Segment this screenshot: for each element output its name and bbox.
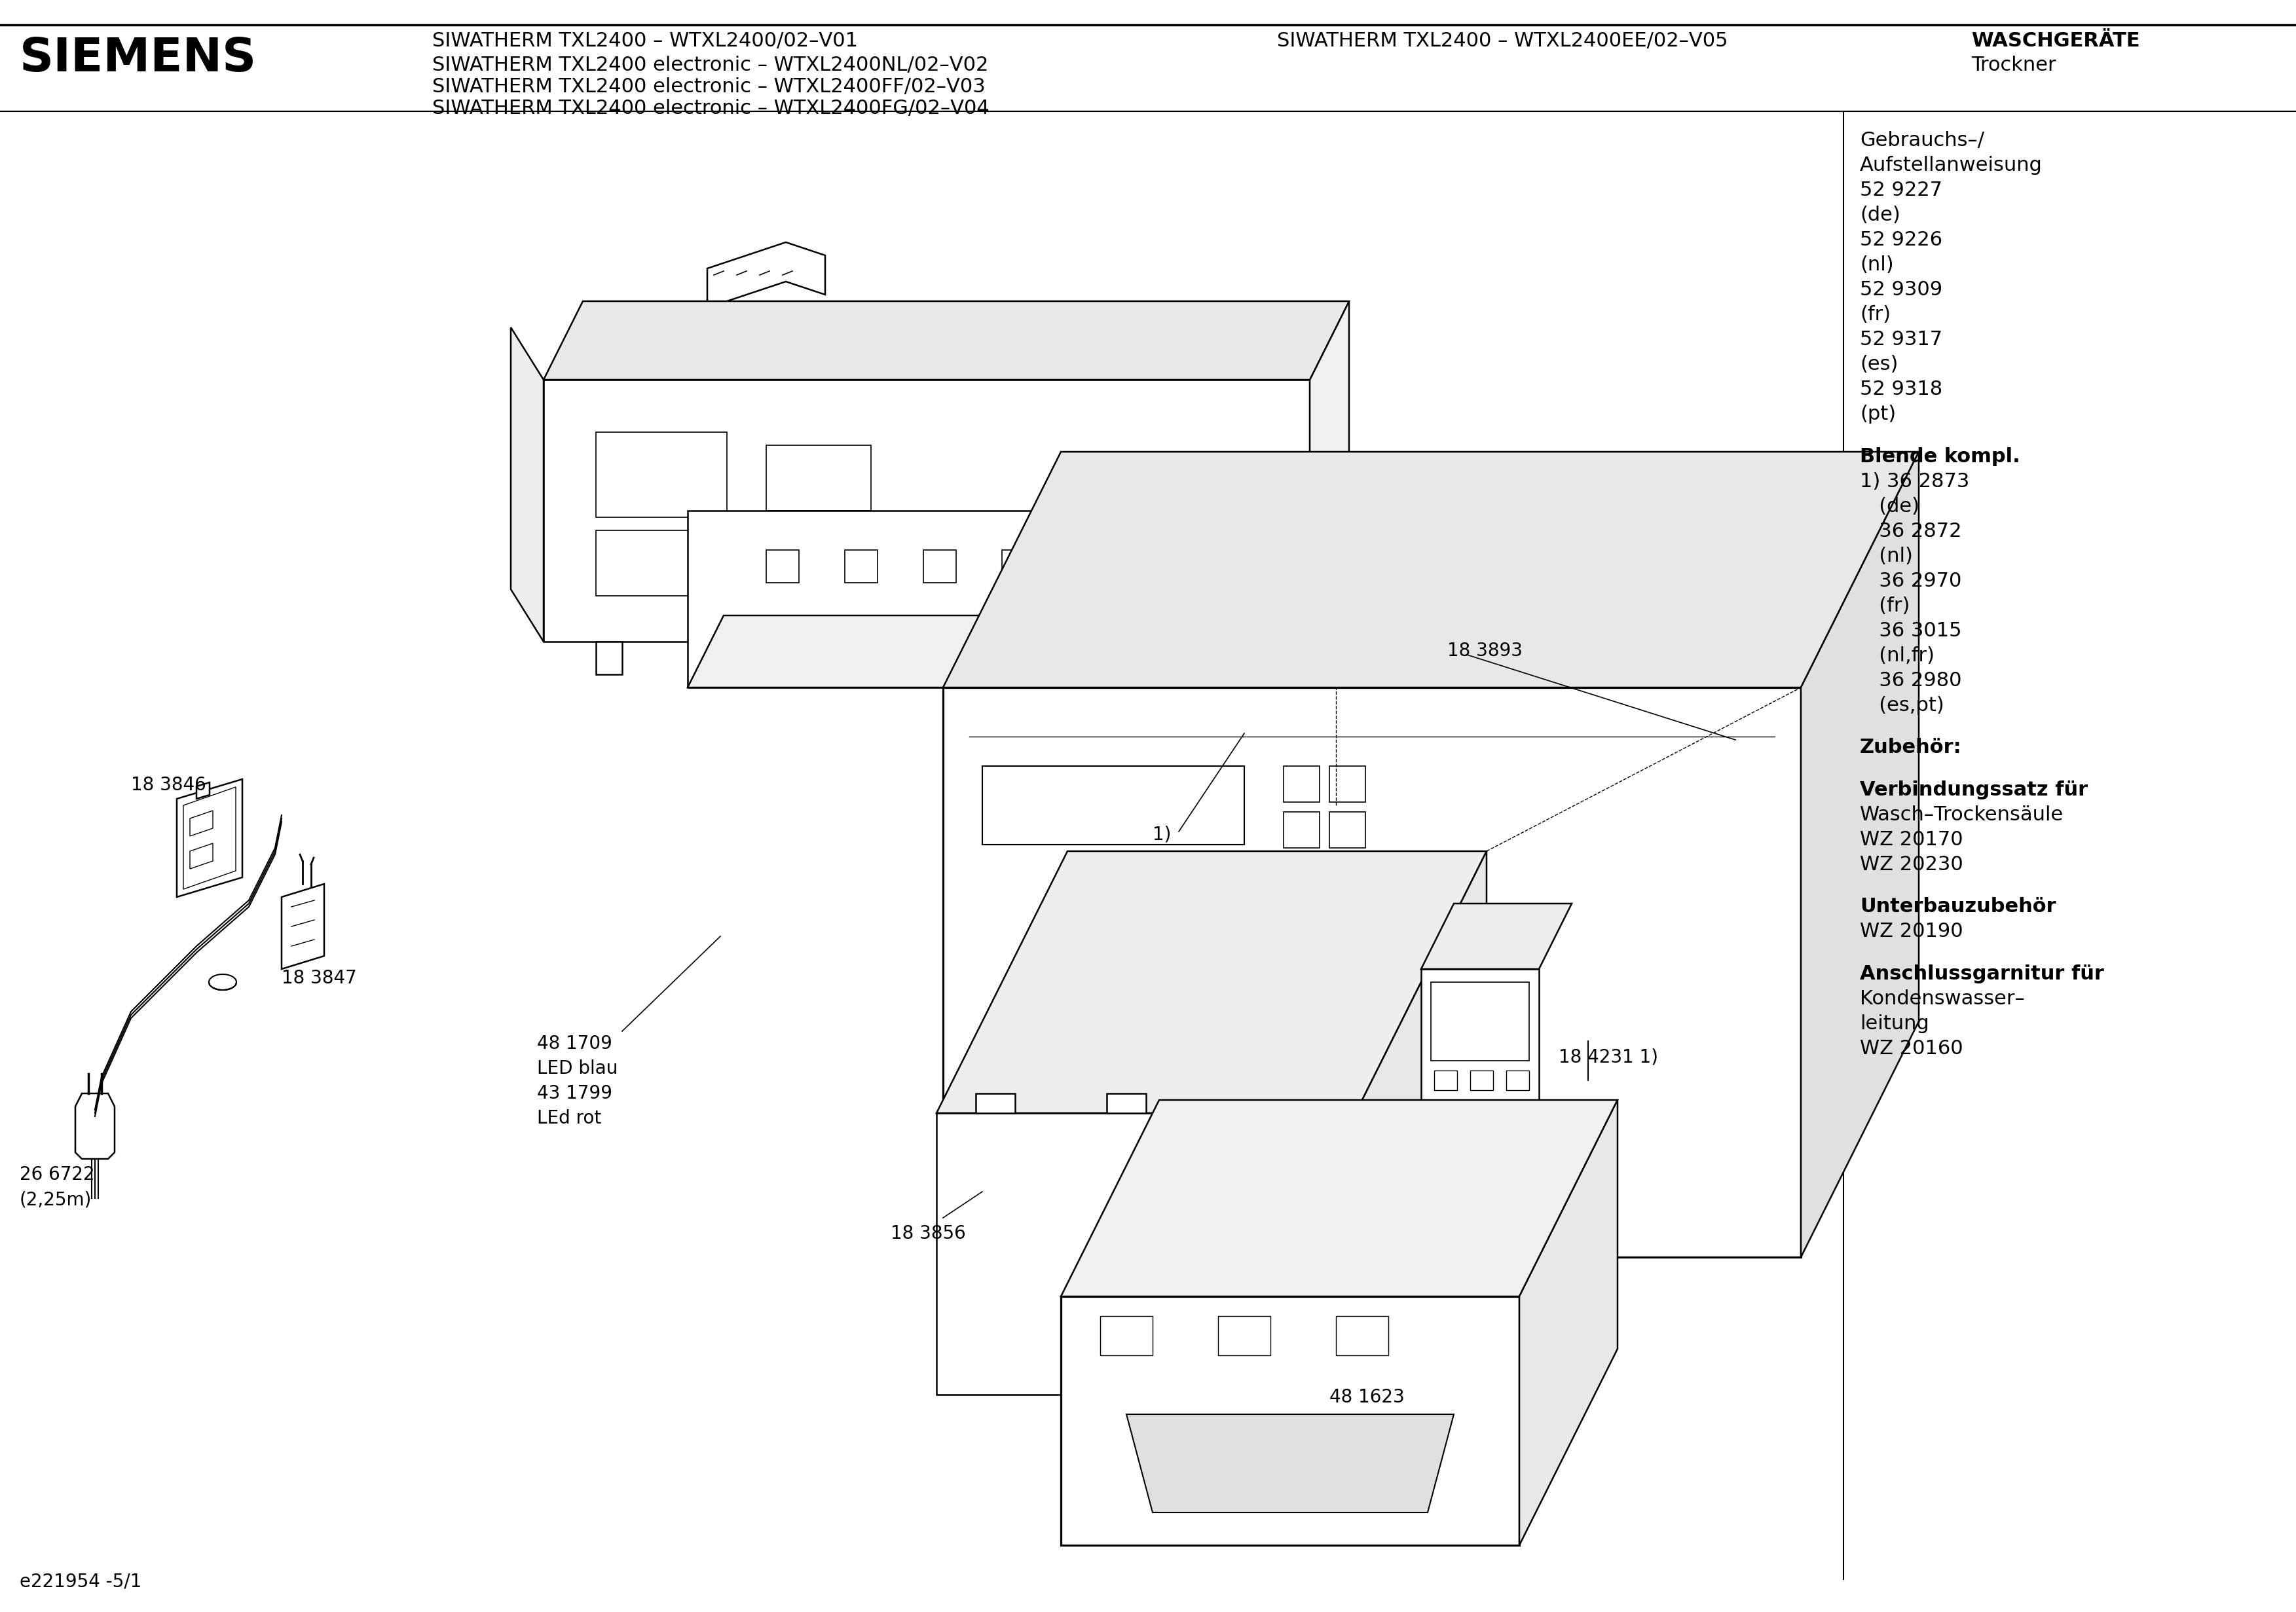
Text: WASCHGERÄTE: WASCHGERÄTE — [1972, 31, 2140, 50]
Polygon shape — [1297, 635, 1375, 654]
Text: (2,25m): (2,25m) — [21, 1190, 92, 1209]
Polygon shape — [976, 1093, 1015, 1112]
Polygon shape — [944, 687, 1800, 1257]
Polygon shape — [944, 451, 1919, 687]
Polygon shape — [282, 883, 324, 969]
Text: SIWATHERM TXL2400 – WTXL2400EE/02–V05: SIWATHERM TXL2400 – WTXL2400EE/02–V05 — [1277, 31, 1729, 50]
Text: Aufstellanweisung: Aufstellanweisung — [1860, 156, 2043, 174]
Polygon shape — [1355, 851, 1486, 1394]
Polygon shape — [937, 1112, 1355, 1394]
Polygon shape — [197, 782, 209, 800]
Polygon shape — [510, 327, 544, 642]
Polygon shape — [687, 511, 1343, 687]
Text: Anschlussgarnitur für: Anschlussgarnitur für — [1860, 964, 2103, 983]
Polygon shape — [544, 301, 1350, 380]
Text: (nl): (nl) — [1860, 546, 1913, 566]
Text: 52 9227: 52 9227 — [1860, 181, 1942, 200]
Text: 36 3015: 36 3015 — [1860, 621, 1961, 640]
Circle shape — [1522, 1025, 1596, 1096]
Polygon shape — [1120, 642, 1146, 674]
Text: (de): (de) — [1860, 496, 1919, 516]
Polygon shape — [700, 642, 728, 674]
Polygon shape — [1343, 543, 1382, 609]
Polygon shape — [1800, 451, 1919, 1257]
Text: 18 3846: 18 3846 — [131, 775, 207, 795]
Polygon shape — [707, 242, 824, 308]
Polygon shape — [687, 616, 1378, 687]
Text: (fr): (fr) — [1860, 596, 1910, 616]
Text: leitung: leitung — [1860, 1014, 1929, 1033]
Polygon shape — [1015, 642, 1042, 674]
Polygon shape — [1061, 1296, 1520, 1546]
Polygon shape — [1244, 603, 1453, 654]
Text: LEd rot: LEd rot — [537, 1109, 602, 1127]
Polygon shape — [1421, 904, 1573, 969]
Text: (nl,fr): (nl,fr) — [1860, 646, 1936, 666]
Text: 52 9309: 52 9309 — [1860, 280, 1942, 300]
Text: (pt): (pt) — [1860, 405, 1896, 424]
Text: Wasch–Trockensäule: Wasch–Trockensäule — [1860, 806, 2064, 824]
Polygon shape — [76, 1093, 115, 1159]
Polygon shape — [597, 642, 622, 674]
Text: (es,pt): (es,pt) — [1860, 696, 1945, 714]
Text: LED blau: LED blau — [537, 1059, 618, 1078]
Text: (es): (es) — [1860, 355, 1899, 374]
Circle shape — [1396, 975, 1538, 1120]
Polygon shape — [909, 642, 937, 674]
Text: 18 3847: 18 3847 — [282, 969, 356, 988]
Text: SIWATHERM TXL2400 electronic – WTXL2400NL/02–V02: SIWATHERM TXL2400 electronic – WTXL2400N… — [432, 56, 990, 74]
Text: Kondenswasser–: Kondenswasser– — [1860, 990, 2025, 1009]
Text: 18 3856: 18 3856 — [891, 1225, 967, 1243]
Text: SIWATHERM TXL2400 electronic – WTXL2400FF/02–V03: SIWATHERM TXL2400 electronic – WTXL2400F… — [432, 77, 985, 97]
Text: 36 2980: 36 2980 — [1860, 671, 1961, 690]
Text: (de): (de) — [1860, 206, 1901, 224]
Text: 36 2970: 36 2970 — [1860, 571, 1961, 590]
Polygon shape — [1421, 969, 1538, 1099]
Text: e221954 -5/1: e221954 -5/1 — [21, 1573, 142, 1591]
Text: WZ 20190: WZ 20190 — [1860, 922, 1963, 941]
Text: 48 1623: 48 1623 — [1329, 1388, 1405, 1406]
Text: 1) 36 2873: 1) 36 2873 — [1860, 472, 1970, 490]
Polygon shape — [1309, 301, 1350, 642]
Text: Gebrauchs–/: Gebrauchs–/ — [1860, 131, 1984, 150]
Polygon shape — [1127, 1414, 1453, 1512]
Text: WZ 20230: WZ 20230 — [1860, 854, 1963, 874]
Text: (fr): (fr) — [1860, 305, 1890, 324]
Polygon shape — [177, 779, 243, 896]
Text: Blende kompl.: Blende kompl. — [1860, 447, 2020, 466]
Text: 43 1799: 43 1799 — [537, 1085, 613, 1103]
Polygon shape — [937, 851, 1486, 1112]
Polygon shape — [806, 642, 831, 674]
Text: 1): 1) — [1153, 825, 1171, 843]
Text: 26 6722: 26 6722 — [21, 1165, 94, 1183]
Text: 36 2872: 36 2872 — [1860, 522, 1961, 540]
Text: Trockner: Trockner — [1972, 56, 2057, 74]
Text: 18 4231 1): 18 4231 1) — [1559, 1048, 1658, 1066]
Text: SIEMENS: SIEMENS — [21, 35, 257, 81]
Polygon shape — [544, 380, 1309, 642]
Text: SIWATHERM TXL2400 – WTXL2400/02–V01: SIWATHERM TXL2400 – WTXL2400/02–V01 — [432, 31, 859, 50]
Text: 52 9317: 52 9317 — [1860, 330, 1942, 348]
Polygon shape — [1061, 1099, 1619, 1296]
Text: 48 1709: 48 1709 — [537, 1035, 613, 1053]
Polygon shape — [1107, 1093, 1146, 1112]
Text: 18 3893: 18 3893 — [1446, 642, 1522, 659]
Circle shape — [1660, 750, 1731, 822]
Text: 52 9226: 52 9226 — [1860, 231, 1942, 250]
Text: Unterbauzubehör: Unterbauzubehör — [1860, 898, 2057, 916]
Text: WZ 20170: WZ 20170 — [1860, 830, 1963, 850]
Polygon shape — [1428, 603, 1453, 806]
Text: (nl): (nl) — [1860, 255, 1894, 274]
Polygon shape — [1520, 1099, 1619, 1546]
Text: SIWATHERM TXL2400 electronic – WTXL2400FG/02–V04: SIWATHERM TXL2400 electronic – WTXL2400F… — [432, 98, 990, 118]
Text: WZ 20160: WZ 20160 — [1860, 1040, 1963, 1057]
Text: 52 9318: 52 9318 — [1860, 380, 1942, 398]
Text: Zubehör:: Zubehör: — [1860, 738, 1961, 758]
Text: Verbindungssatz für: Verbindungssatz für — [1860, 780, 2087, 800]
Polygon shape — [1244, 654, 1428, 806]
